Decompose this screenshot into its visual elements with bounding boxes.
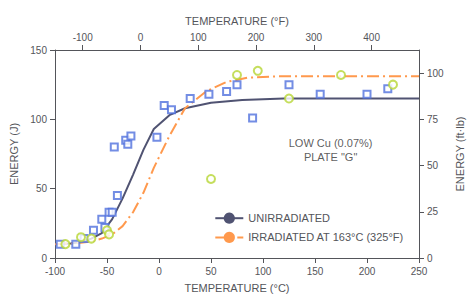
svg-text:25: 25 — [427, 206, 439, 217]
svg-text:200: 200 — [359, 266, 376, 277]
svg-text:-100: -100 — [45, 266, 65, 277]
svg-text:-50: -50 — [100, 266, 115, 277]
svg-text:50: 50 — [205, 266, 217, 277]
svg-text:200: 200 — [248, 32, 265, 43]
svg-text:50: 50 — [36, 183, 48, 194]
svg-text:150: 150 — [30, 45, 47, 56]
svg-text:400: 400 — [363, 32, 380, 43]
svg-text:150: 150 — [307, 266, 324, 277]
svg-text:50: 50 — [427, 160, 439, 171]
svg-text:100: 100 — [190, 32, 207, 43]
svg-text:0: 0 — [138, 32, 144, 43]
svg-text:IRRADIATED AT 163°C (325°F): IRRADIATED AT 163°C (325°F) — [248, 231, 403, 243]
svg-text:PLATE "G": PLATE "G" — [304, 151, 358, 163]
svg-text:100: 100 — [30, 114, 47, 125]
svg-text:-100: -100 — [73, 32, 93, 43]
svg-text:ENERGY (ft·lb): ENERGY (ft·lb) — [454, 117, 466, 192]
svg-text:75: 75 — [427, 114, 439, 125]
svg-text:300: 300 — [306, 32, 323, 43]
svg-text:100: 100 — [427, 68, 444, 79]
svg-text:0: 0 — [427, 253, 433, 264]
svg-text:ENERGY (J): ENERGY (J) — [8, 123, 20, 185]
svg-text:0: 0 — [41, 253, 47, 264]
svg-text:TEMPERATURE (°C): TEMPERATURE (°C) — [184, 282, 289, 294]
svg-text:TEMPERATURE (°F): TEMPERATURE (°F) — [185, 15, 289, 27]
svg-text:100: 100 — [255, 266, 272, 277]
svg-text:250: 250 — [411, 266, 428, 277]
svg-text:UNIRRADIATED: UNIRRADIATED — [248, 212, 330, 224]
svg-text:LOW Cu (0.07%): LOW Cu (0.07%) — [289, 137, 373, 149]
svg-text:0: 0 — [156, 266, 162, 277]
